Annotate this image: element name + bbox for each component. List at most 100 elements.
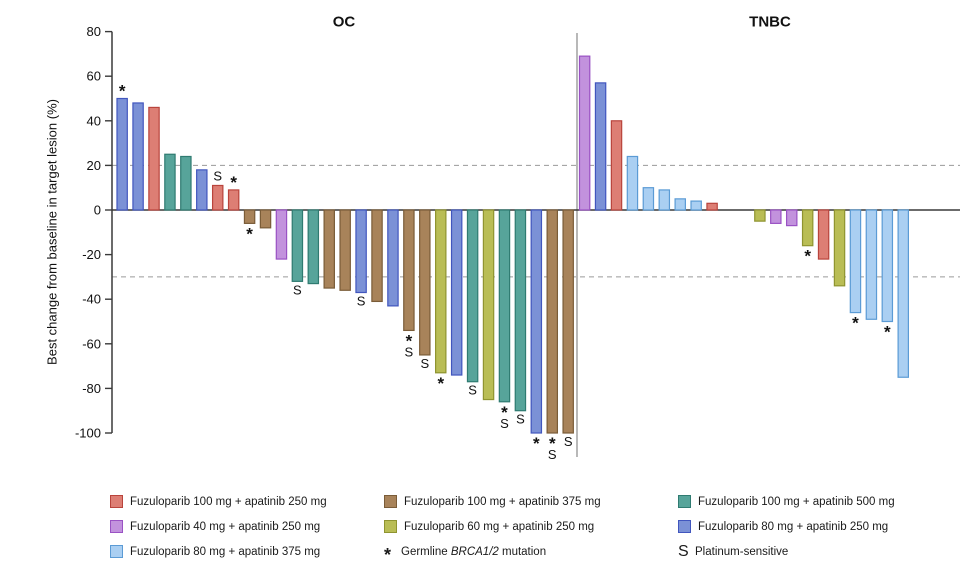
bar-oc-29 [562, 209, 574, 434]
bar-oc-9 [243, 209, 256, 224]
legend-item-f40a250: Fuzuloparib 40 mg + apatinib 250 mg [110, 514, 384, 539]
y-tick-label: 20 [87, 158, 101, 173]
bar-tnbc-11 [770, 209, 782, 224]
platinum-sensitive-marker: S [468, 383, 477, 398]
platinum-sensitive-marker: S [357, 294, 366, 309]
y-tick-label: 60 [87, 69, 101, 84]
brca-mutation-marker: * [549, 434, 556, 453]
brca-mutation-marker: * [804, 247, 811, 266]
platinum-sensitive-marker: S [516, 412, 525, 427]
legend-column-2: Fuzuloparib 100 mg + apatinib 375 mg Fuzu… [384, 489, 678, 565]
bar-tnbc-1 [578, 55, 591, 211]
bar-tnbc-16 [849, 209, 862, 314]
bar-oc-18 [387, 209, 399, 307]
legend-column-3: Fuzuloparib 100 mg + apatinib 500 mg Fuzu… [678, 489, 895, 564]
bar-tnbc-19 [897, 209, 909, 378]
bar-oc-19 [403, 209, 415, 332]
bar-oc-28 [546, 209, 559, 434]
bar-tnbc-13 [801, 209, 814, 247]
platinum-sensitive-marker: S [564, 434, 573, 449]
bar-oc-17 [371, 209, 383, 303]
brca-mutation-marker: * [533, 434, 540, 453]
asterisk-marker-icon: * [384, 545, 392, 565]
bar-oc-2 [132, 102, 144, 211]
bar-oc-3 [148, 106, 160, 211]
bar-oc-8 [227, 189, 240, 211]
legend-item-f60a250: Fuzuloparib 60 mg + apatinib 250 mg [384, 514, 678, 539]
legend-swatch-f40a250 [110, 520, 123, 533]
bar-tnbc-6 [658, 189, 671, 211]
brca-mutation-marker: * [230, 173, 237, 192]
bar-oc-14 [323, 209, 335, 289]
legend-swatch-f80a375 [110, 545, 123, 558]
legend-label: Fuzuloparib 100 mg + apatinib 250 mg [130, 495, 327, 508]
bar-oc-20 [419, 209, 431, 356]
bar-tnbc-12 [785, 209, 798, 227]
bar-oc-6 [196, 169, 208, 211]
bar-tnbc-7 [674, 198, 686, 211]
brca-mutation-marker: * [852, 314, 859, 333]
platinum-sensitive-marker: S [293, 282, 302, 297]
bar-oc-16 [355, 209, 367, 294]
brca-mutation-marker: * [119, 82, 126, 101]
legend-label: Fuzuloparib 60 mg + apatinib 250 mg [404, 520, 595, 533]
legend-label: Platinum-sensitive [695, 545, 789, 558]
legend-label: Fuzuloparib 40 mg + apatinib 250 mg [130, 520, 321, 533]
legend-label: Fuzuloparib 100 mg + apatinib 500 mg [698, 495, 895, 508]
legend-item-f80a375: Fuzuloparib 80 mg + apatinib 375 mg [110, 539, 384, 564]
legend-swatch-f100a250 [110, 495, 123, 508]
bar-tnbc-14 [817, 209, 830, 260]
brca-mutation-marker: * [437, 374, 444, 393]
legend-column-1: Fuzuloparib 100 mg + apatinib 250 mg Fuzu… [110, 489, 384, 564]
legend-item-f100a500: Fuzuloparib 100 mg + apatinib 500 mg [678, 489, 895, 514]
bar-tnbc-5 [642, 187, 655, 211]
brca-mutation-marker: * [246, 224, 253, 243]
legend-label: Fuzuloparib 80 mg + apatinib 250 mg [698, 520, 889, 533]
bar-oc-26 [514, 209, 527, 412]
bar-oc-21 [435, 209, 447, 374]
bar-tnbc-10 [754, 209, 766, 222]
legend-item-f100a250: Fuzuloparib 100 mg + apatinib 250 mg [110, 489, 384, 514]
bar-oc-1 [116, 97, 128, 211]
brca-mutation-marker: * [406, 331, 413, 350]
y-tick-label: -80 [82, 381, 101, 396]
bar-oc-7 [211, 184, 224, 211]
legend-item-platinum: S Platinum-sensitive [678, 539, 895, 564]
y-tick-label: 0 [94, 203, 101, 218]
platinum-sensitive-marker: S [405, 344, 414, 359]
bar-oc-5 [180, 155, 192, 211]
legend-swatch-f100a500 [678, 495, 691, 508]
y-tick-label: 40 [87, 113, 101, 128]
platinum-sensitive-marker: S [548, 447, 557, 462]
bar-oc-27 [530, 209, 543, 434]
chart-legend: Fuzuloparib 100 mg + apatinib 250 mg Fuzu… [110, 489, 895, 565]
bar-tnbc-8 [690, 200, 702, 211]
panel-title-oc: OC [332, 13, 356, 31]
bar-tnbc-17 [865, 209, 878, 320]
legend-item-f80a250: Fuzuloparib 80 mg + apatinib 250 mg [678, 514, 895, 539]
bar-oc-10 [259, 209, 272, 229]
platinum-sensitive-marker: S [420, 356, 429, 371]
legend-item-f100a375: Fuzuloparib 100 mg + apatinib 375 mg [384, 489, 678, 514]
bar-oc-23 [466, 209, 479, 383]
y-tick-label: -20 [82, 247, 101, 262]
y-axis-label: Best change from baseline in target lesi… [44, 99, 60, 365]
bar-oc-25 [498, 209, 511, 403]
bar-oc-13 [307, 209, 320, 285]
bar-oc-24 [482, 209, 495, 401]
bar-tnbc-9 [706, 202, 718, 211]
bar-oc-12 [291, 209, 304, 282]
legend-label: Fuzuloparib 80 mg + apatinib 375 mg [130, 545, 321, 558]
legend-label: Fuzuloparib 100 mg + apatinib 375 mg [404, 495, 601, 508]
platinum-sensitive-marker: S [500, 416, 509, 431]
legend-swatch-f60a250 [384, 520, 397, 533]
bar-oc-15 [339, 209, 351, 291]
y-tick-label: 80 [87, 24, 101, 39]
y-tick-label: -40 [82, 292, 101, 307]
brca-mutation-marker: * [884, 323, 891, 342]
bar-oc-4 [164, 153, 176, 211]
legend-swatch-f100a375 [384, 495, 397, 508]
s-marker-icon: S [678, 542, 689, 560]
